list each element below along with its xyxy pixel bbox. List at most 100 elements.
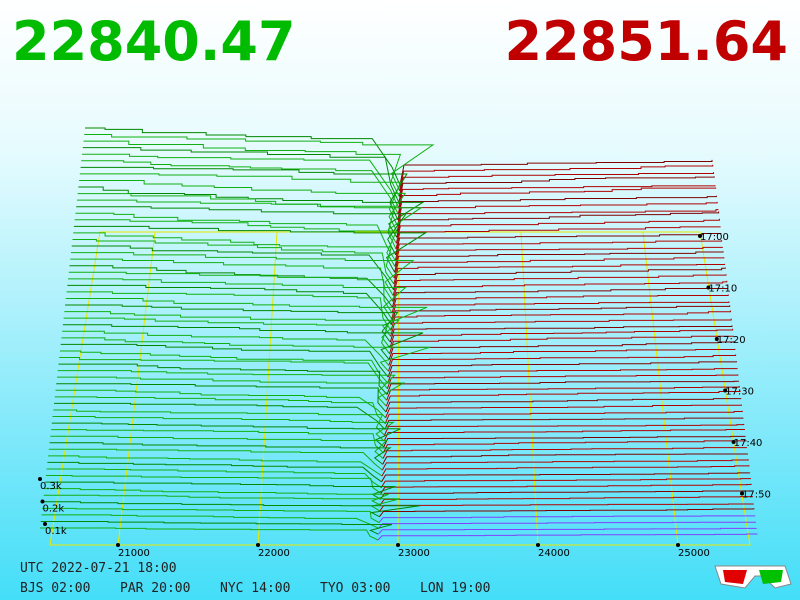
ask-depth-line <box>389 325 733 343</box>
ask-depth-line <box>390 305 731 325</box>
bid-depth-line <box>67 284 392 325</box>
ask-depth-line <box>389 328 734 349</box>
bid-depth-line <box>68 271 393 314</box>
zone-time: PAR 20:00 <box>120 581 190 596</box>
price-tick <box>396 543 400 547</box>
time-label: 17:50 <box>742 490 771 501</box>
bid-depth-line <box>60 343 389 378</box>
price-label: 21000 <box>118 548 150 559</box>
bid-depth-line <box>74 219 398 267</box>
bid-depth-line <box>62 324 424 360</box>
ask-depth-line <box>382 447 748 459</box>
bid-depth-line <box>61 337 431 372</box>
bid-depth-line <box>73 232 395 279</box>
ask-depth-line <box>377 533 758 541</box>
ask-depth-line <box>395 218 720 244</box>
volume-label: 0.3k <box>40 481 62 492</box>
ask-depth-line <box>396 201 718 226</box>
ask-depth-line <box>395 226 721 250</box>
bid-depth-line <box>50 435 388 459</box>
ask-depth-line <box>396 211 720 238</box>
bid-depth-line <box>82 153 400 209</box>
ask-depth-line <box>394 246 723 267</box>
bid-depth-line <box>45 475 382 494</box>
zone-time: LON 19:00 <box>420 581 490 596</box>
bid-depth-line <box>42 501 421 518</box>
ask-depth-line <box>399 164 714 191</box>
ask-depth-line <box>379 508 755 518</box>
time-tick <box>706 285 711 290</box>
volume-tick <box>38 477 42 481</box>
ask-depth-line <box>386 380 740 395</box>
zone-time: NYC 14:00 <box>220 581 290 596</box>
price-grid-line <box>117 231 156 546</box>
3d-glasses-icon[interactable] <box>714 565 792 589</box>
ask-depth-line <box>399 159 713 186</box>
bid-depth-line <box>79 173 402 226</box>
time-tick <box>723 388 728 393</box>
time-label: 17:10 <box>708 284 737 295</box>
ask-depth-line <box>396 208 719 232</box>
price-tick <box>116 543 120 547</box>
bid-depth-line <box>83 140 402 197</box>
ask-depth-line <box>382 440 747 453</box>
bid-depth-line <box>76 206 408 256</box>
time-tick <box>731 440 736 444</box>
bid-depth-line <box>49 442 392 465</box>
ask-depth-line <box>397 187 717 215</box>
zone-time: BJS 02:00 <box>20 581 90 596</box>
ask-depth-line <box>388 341 735 360</box>
volume-label: 0.2k <box>43 504 65 515</box>
ask-depth-line <box>378 515 756 523</box>
bid-depth-line <box>63 317 390 355</box>
time-label: 17:30 <box>725 387 754 398</box>
ask-depth-line <box>383 435 746 448</box>
bid-depth-line <box>81 160 399 215</box>
bid-depth-line <box>43 494 401 512</box>
ask-depth-line <box>394 240 723 261</box>
bid-depth-line <box>65 304 399 343</box>
ask-depth-line <box>381 472 751 483</box>
bid-depth-line <box>56 376 406 407</box>
bid-depth-line <box>40 527 379 541</box>
price-tick <box>676 543 680 547</box>
time-label: 17:00 <box>700 232 729 243</box>
ask-depth-line <box>393 257 725 279</box>
bid-depth-line <box>62 330 390 366</box>
volume-tick <box>43 522 47 526</box>
ask-depth-line <box>384 410 743 424</box>
ask-depth-line <box>398 176 715 203</box>
bid-depth-line <box>75 212 396 261</box>
ask-depth-line <box>395 232 722 255</box>
utc-time: UTC 2022-07-21 18:00 <box>20 561 177 576</box>
bid-depth-line <box>85 127 401 186</box>
ask-depth-line <box>391 294 729 314</box>
ask-depth-line <box>389 335 734 354</box>
volume-label: 0.1k <box>45 526 67 537</box>
time-label: 17:20 <box>717 335 746 346</box>
ask-depth-line <box>381 465 750 477</box>
bid-depth-line <box>79 179 407 232</box>
bid-depth-line <box>51 422 401 448</box>
ask-depth-line <box>398 185 716 209</box>
ask-depth-line <box>394 251 724 273</box>
bid-depth-line <box>48 448 383 471</box>
ask-depth-line <box>386 386 740 401</box>
ask-depth-line <box>390 318 732 337</box>
bid-depth-line <box>57 370 396 401</box>
bid-depth-line <box>46 468 382 489</box>
time-zones: BJS 02:00 PAR 20:00 NYC 14:00 TYO 03:00 LON … <box>20 581 490 596</box>
ask-price: 22851.64 <box>504 10 788 73</box>
bid-depth-line <box>54 396 386 424</box>
ask-depth-line <box>386 374 739 389</box>
bid-depth-line <box>59 350 389 384</box>
ask-depth-line <box>383 429 745 442</box>
bid-depth-line <box>51 429 384 454</box>
price-label: 22000 <box>258 548 290 559</box>
bid-depth-line <box>76 199 397 250</box>
bid-depth-line <box>56 383 387 413</box>
depth-lines <box>40 127 758 541</box>
ask-depth-line <box>397 195 717 221</box>
